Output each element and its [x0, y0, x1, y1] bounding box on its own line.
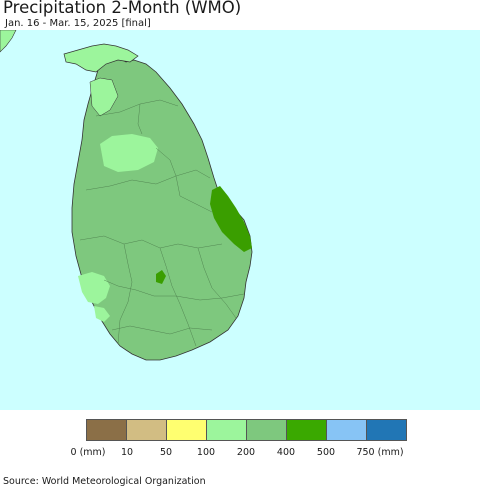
legend-label: 0 (mm)	[70, 447, 106, 458]
mannar-area	[89, 77, 119, 117]
sri-lanka-island	[71, 57, 253, 361]
india-coast	[0, 30, 17, 53]
north-peninsula	[63, 43, 139, 73]
east-coast-zone	[210, 186, 252, 252]
district-boundaries	[79, 99, 245, 347]
legend-label: 500	[316, 447, 336, 458]
precipitation-map	[0, 30, 480, 410]
legend-label: 10	[120, 447, 134, 458]
legend-swatch-400-500	[287, 420, 327, 440]
legend-label: 100	[196, 447, 216, 458]
legend-swatch-10-50	[127, 420, 167, 440]
legend-label: 750 (mm)	[356, 447, 404, 458]
legend-swatch-500-750	[327, 420, 367, 440]
legend-label: 400	[276, 447, 296, 458]
source-credit: Source: World Meteorological Organizatio…	[3, 476, 206, 487]
legend-swatch-750-plus	[367, 420, 406, 440]
legend-swatch-50-100	[167, 420, 207, 440]
southwest-patch-2	[94, 306, 110, 322]
legend-swatch-0-10	[87, 420, 127, 440]
map-subtitle: Jan. 16 - Mar. 15, 2025 [final]	[5, 18, 151, 29]
legend-swatch-200-400	[247, 420, 287, 440]
legend-labels: 0 (mm) 10 50 100 200 400 500 750 (mm)	[0, 447, 480, 461]
north-central-zone	[100, 134, 158, 172]
legend-swatch-100-200	[207, 420, 247, 440]
central-spot	[156, 270, 166, 284]
legend-label: 200	[236, 447, 256, 458]
legend-label: 50	[159, 447, 173, 458]
map-title: Precipitation 2-Month (WMO)	[3, 0, 242, 17]
legend-colorbar	[86, 419, 407, 441]
southwest-patch	[78, 272, 110, 304]
